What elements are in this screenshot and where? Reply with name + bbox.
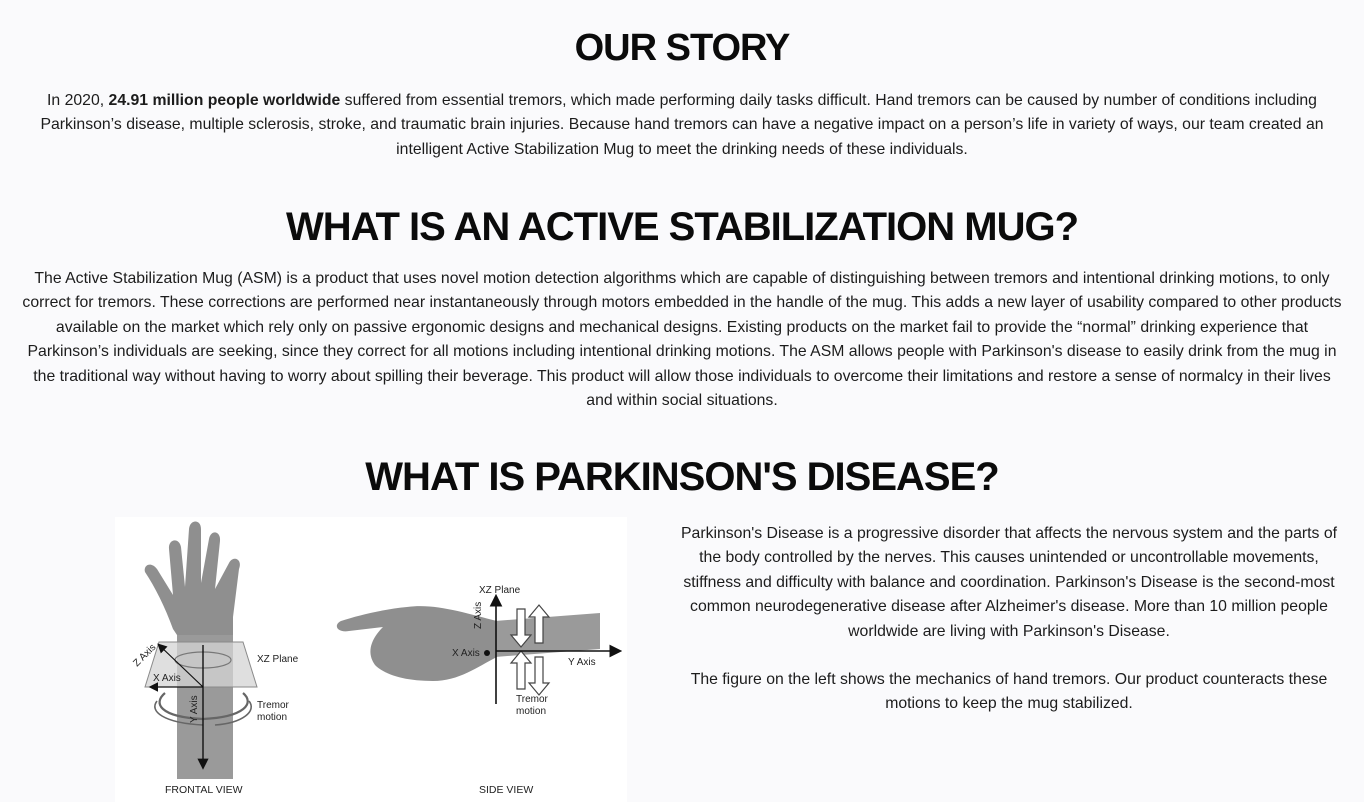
frontal-view: Z Axis X Axis Y Axis XZ Plane Tremor mot… [131,521,299,796]
side-view-caption: SIDE VIEW [479,784,533,796]
side-x-axis-dot [484,650,490,656]
asm-heading: WHAT IS AN ACTIVE STABILIZATION MUG? [285,205,1079,249]
side-z-axis-label: Z Axis [473,602,484,629]
side-hand [336,606,497,681]
hand-tremor-diagram: Z Axis X Axis Y Axis XZ Plane Tremor mot… [131,521,623,796]
frontal-xz-plane-label: XZ Plane [257,654,299,665]
frontal-y-axis-label: Y Axis [189,695,200,723]
frontal-hand [144,521,240,635]
story-intro: In 2020, [47,92,109,109]
side-y-axis-label: Y Axis [568,657,596,668]
side-x-axis-label: X Axis [452,648,480,659]
side-xz-plane-label: XZ Plane [479,585,521,596]
parkinsons-heading: WHAT IS PARKINSON'S DISEASE? [365,455,999,499]
our-story-paragraph: In 2020, 24.91 million people worldwide … [28,89,1336,162]
frontal-tremor-label-1: Tremor [257,700,290,711]
our-story-heading: OUR STORY [574,27,791,69]
frontal-z-axis [157,643,204,688]
hand-tremor-figure: Z Axis X Axis Y Axis XZ Plane Tremor mot… [115,517,627,802]
side-tremor-label-1: Tremor [516,694,549,705]
parkinsons-paragraph-1: Parkinson's Disease is a progressive dis… [681,525,1337,640]
frontal-forearm [177,617,233,779]
story-rest: suffered from essential tremors, which m… [40,92,1324,158]
frontal-view-caption: FRONTAL VIEW [165,784,243,796]
side-tremor-label-2: motion [516,706,546,717]
frontal-x-axis-label: X Axis [153,673,181,684]
frontal-xz-plane [144,641,258,688]
side-view: XZ Plane Z Axis X Axis Y Axis Tremor mot… [336,585,623,796]
frontal-tremor-label-2: motion [257,712,287,723]
side-tremor-arrows [509,604,551,696]
story-highlight: 24.91 million people worldwide [108,92,341,109]
asm-paragraph: The Active Stabilization Mug (ASM) is a … [22,270,1342,410]
parkinsons-paragraph-2: The figure on the left shows the mechani… [690,671,1328,713]
